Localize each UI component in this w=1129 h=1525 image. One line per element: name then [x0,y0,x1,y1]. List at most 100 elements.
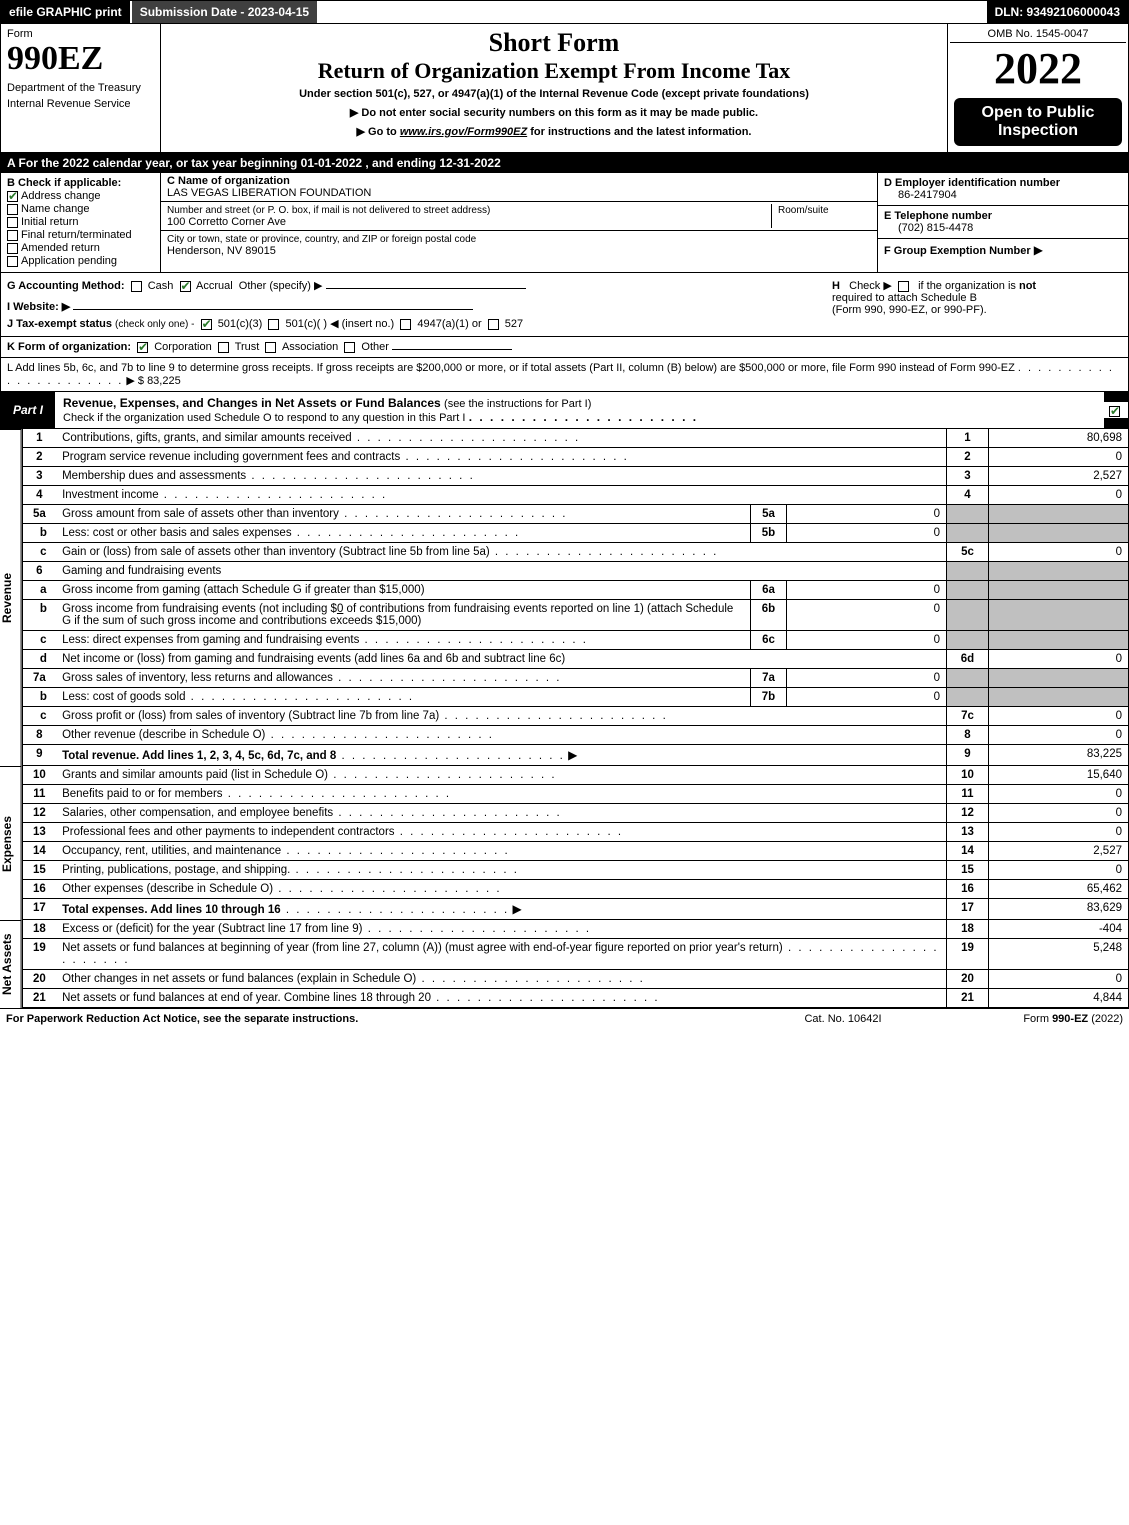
line-desc: Grants and similar amounts paid (list in… [62,769,328,781]
part1-revenue-section: Revenue 1Contributions, gifts, grants, a… [0,429,1129,766]
line-5c: cGain or (loss) from sale of assets othe… [22,543,1128,562]
page-footer: For Paperwork Reduction Act Notice, see … [0,1008,1129,1029]
footer-form: Form 990-EZ (2022) [943,1013,1123,1025]
dots-icon [265,729,494,741]
h-text3: required to attach Schedule B [832,292,977,304]
line-desc: Gross income from fundraising events (no… [62,603,337,615]
footer-paperwork: For Paperwork Reduction Act Notice, see … [6,1013,743,1025]
i-label: I Website: ▶ [7,301,70,313]
checkbox-icon[interactable] [898,281,909,292]
b-header: B Check if applicable: [7,177,154,189]
org-name-label: C Name of organization [167,175,290,187]
k-opt: Trust [235,341,260,353]
k-other-blank[interactable] [392,349,512,350]
dots-icon [439,710,668,722]
line-col: 15 [947,861,989,880]
line-col: 20 [947,970,989,989]
inner-col: 7b [751,688,787,707]
arrow-icon: ▶ [568,748,577,762]
chk-initial-return[interactable]: Initial return [7,216,154,228]
line-col: 18 [947,920,989,939]
line-desc: Benefits paid to or for members [62,788,222,800]
line-val: 83,225 [989,745,1129,766]
chk-label: Initial return [21,216,78,228]
part1-inst: (see the instructions for Part I) [444,398,591,410]
column-b-checkboxes: B Check if applicable: Address change Na… [1,173,161,272]
street-value: 100 Corretto Corner Ave [167,216,286,228]
ein-row: D Employer identification number 86-2417… [878,173,1128,206]
checkbox-icon[interactable] [137,342,148,353]
line-15: 15 Printing, publications, postage, and s… [22,861,1128,880]
line-val: 2,527 [989,842,1129,861]
dots-icon [363,923,592,935]
inner-val: 0 [787,581,947,600]
dots-icon [281,845,510,857]
checkbox-icon[interactable] [400,319,411,330]
city-label: City or town, state or province, country… [167,234,476,245]
line-col: 13 [947,823,989,842]
checkbox-icon[interactable] [265,342,276,353]
street-label: Number and street (or P. O. box, if mail… [167,205,490,216]
line-6d: dNet income or (loss) from gaming and fu… [22,650,1128,669]
expenses-table: 10 Grants and similar amounts paid (list … [22,766,1129,920]
dots-icon [352,432,581,444]
chk-label: Amended return [21,242,100,254]
phone-value: (702) 815-4478 [898,222,973,234]
omb-number: OMB No. 1545-0047 [950,26,1126,43]
dept-treasury: Department of the Treasury [7,82,154,94]
h-schedule-b: H Check ▶ if the organization is not req… [822,279,1122,330]
checkbox-icon[interactable] [344,342,355,353]
tax-year: 2022 [950,43,1126,94]
part1-schedule-o-check[interactable] [1104,402,1128,418]
inner-val: 0 [787,631,947,650]
line-desc: Printing, publications, postage, and shi… [62,864,290,876]
shaded-cell [989,562,1129,581]
website-blank[interactable] [73,309,473,310]
chk-name-change[interactable]: Name change [7,203,154,215]
chk-final-return[interactable]: Final return/terminated [7,229,154,241]
checkbox-icon[interactable] [218,342,229,353]
line-val: 0 [989,543,1129,562]
chk-address-change[interactable]: Address change [7,190,154,202]
row-l-gross-receipts: L Add lines 5b, 6c, and 7b to line 9 to … [0,358,1129,391]
line-desc: Salaries, other compensation, and employ… [62,807,333,819]
chk-label: Application pending [21,255,117,267]
irs-link[interactable]: www.irs.gov/Form990EZ [400,126,527,138]
line-11: 11Benefits paid to or for members110 [22,785,1128,804]
chk-amended-return[interactable]: Amended return [7,242,154,254]
line-21: 21Net assets or fund balances at end of … [22,989,1128,1008]
g-label: G Accounting Method: [7,280,125,292]
checkbox-icon[interactable] [201,319,212,330]
dots-icon [400,451,629,463]
topbar-spacer [317,1,986,23]
footer-pre: Form [1023,1013,1052,1025]
line-2: 2Program service revenue including gover… [22,448,1128,467]
l-value: 83,225 [147,375,181,387]
line-val: 15,640 [989,766,1129,785]
inner-col: 7a [751,669,787,688]
line-col: 14 [947,842,989,861]
dots-icon [292,527,521,539]
j-opt4: 527 [505,318,523,330]
dots-icon [273,883,502,895]
line-desc: Excess or (deficit) for the year (Subtra… [62,923,362,935]
checkbox-icon [7,243,18,254]
efile-print-label[interactable]: efile GRAPHIC print [1,1,130,23]
line-7a: 7aGross sales of inventory, less returns… [22,669,1128,688]
checkbox-icon[interactable] [131,281,142,292]
line-col: 10 [947,766,989,785]
dots-icon [431,992,660,1004]
dots-icon [328,769,557,781]
j-opt1: 501(c)(3) [218,318,263,330]
chk-application-pending[interactable]: Application pending [7,255,154,267]
line-14: 14Occupancy, rent, utilities, and mainte… [22,842,1128,861]
part1-netassets-section: Net Assets 18Excess or (deficit) for the… [0,920,1129,1008]
line-val: 0 [989,726,1129,745]
line-val: 0 [989,650,1129,669]
checkbox-icon[interactable] [268,319,279,330]
line-13: 13Professional fees and other payments t… [22,823,1128,842]
g-other-blank[interactable] [326,288,526,289]
dots-icon [416,973,645,985]
checkbox-icon[interactable] [488,319,499,330]
checkbox-icon[interactable] [180,281,191,292]
